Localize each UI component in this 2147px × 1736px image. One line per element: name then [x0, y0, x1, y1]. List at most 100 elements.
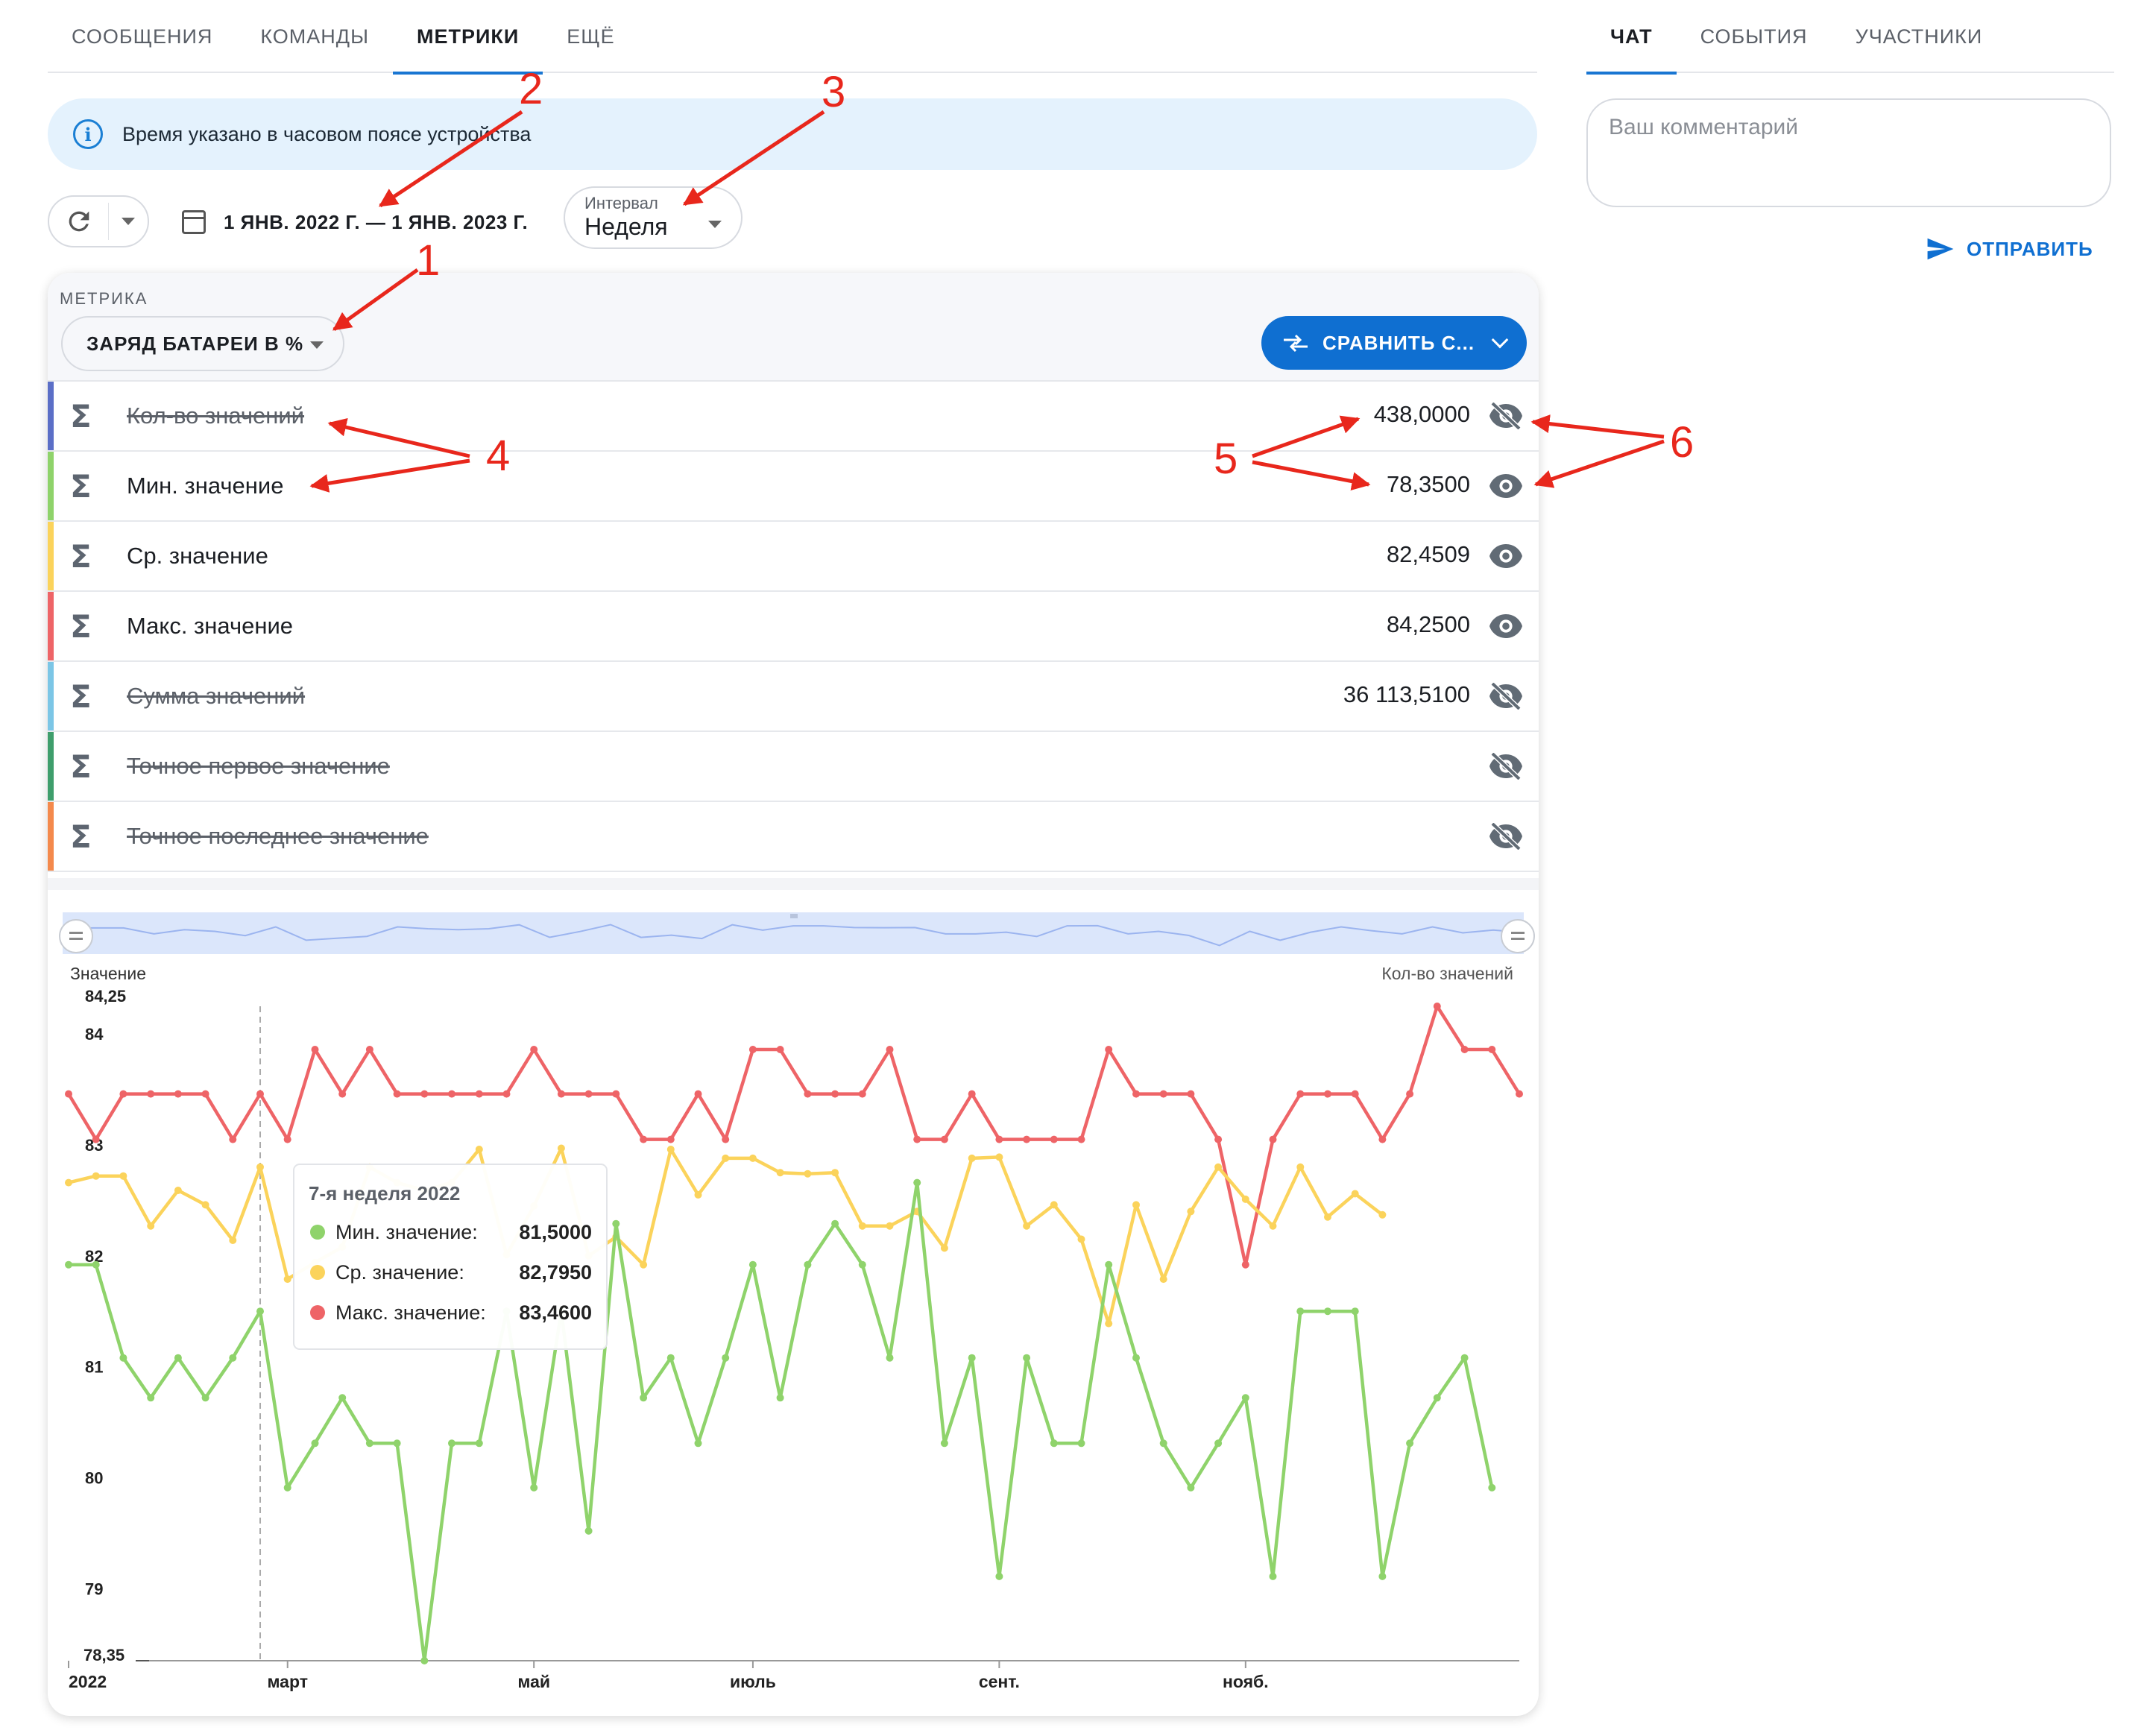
- data-point: [1050, 1439, 1058, 1448]
- data-point: [940, 1244, 948, 1252]
- data-point: [1241, 1195, 1249, 1203]
- data-point: [530, 1046, 538, 1053]
- data-point: [475, 1090, 483, 1098]
- tab-participants[interactable]: УЧАСТНИКИ: [1855, 25, 1983, 48]
- data-point: [475, 1146, 483, 1153]
- eye-off-icon[interactable]: [1488, 681, 1524, 711]
- tooltip-series-value: 81,5000: [519, 1221, 592, 1243]
- data-point: [65, 1178, 72, 1187]
- data-point: [1324, 1213, 1331, 1221]
- list-chart-divider: [48, 878, 1539, 890]
- send-icon: [1927, 238, 1954, 260]
- comment-input[interactable]: Ваш комментарий: [1586, 98, 2111, 207]
- data-point: [748, 1046, 757, 1053]
- tab-events[interactable]: СОБЫТИЯ: [1700, 25, 1808, 48]
- eye-icon[interactable]: [1488, 473, 1524, 501]
- eye-off-icon[interactable]: [1488, 751, 1524, 781]
- data-point: [119, 1172, 127, 1180]
- info-icon: i: [73, 119, 103, 149]
- data-point: [1050, 1201, 1058, 1209]
- data-point: [1214, 1163, 1223, 1171]
- x-tick-label: сент.: [979, 1672, 1020, 1691]
- data-point: [420, 1090, 429, 1098]
- series-line: [68, 1146, 1384, 1325]
- refresh-options-button[interactable]: [109, 218, 148, 225]
- navigator-grip: [790, 914, 798, 918]
- data-point: [831, 1219, 839, 1228]
- eye-icon[interactable]: [1488, 613, 1524, 641]
- data-point: [913, 1178, 921, 1187]
- data-point: [1378, 1572, 1387, 1580]
- calendar-icon: [182, 210, 206, 234]
- data-point: [776, 1169, 784, 1177]
- data-point: [1241, 1394, 1249, 1402]
- send-button[interactable]: ОТПРАВИТЬ: [1926, 234, 2093, 264]
- data-point: [748, 1154, 757, 1162]
- send-label: ОТПРАВИТЬ: [1967, 237, 2093, 260]
- data-point: [147, 1394, 155, 1402]
- x-tick-label: март: [267, 1672, 308, 1691]
- series-line: [67, 1004, 1521, 1266]
- annotation-label-2: 2: [519, 65, 543, 113]
- data-point: [694, 1439, 702, 1448]
- metric-select-value: ЗАРЯД БАТАРЕИ В %: [86, 332, 304, 355]
- data-point: [1159, 1439, 1167, 1448]
- tab-more[interactable]: ЕЩЁ: [567, 25, 615, 48]
- data-point: [174, 1354, 182, 1362]
- data-point: [1132, 1090, 1140, 1098]
- series-color-bar: [48, 452, 54, 520]
- annotation-label-5: 5: [1214, 435, 1238, 483]
- data-point: [1077, 1235, 1085, 1243]
- metric-select[interactable]: ЗАРЯД БАТАРЕИ В %: [61, 316, 344, 371]
- annotation-arrow-6b: [1533, 439, 1665, 488]
- interval-label: Интервал: [584, 194, 658, 212]
- compare-button[interactable]: СРАВНИТЬ С...: [1261, 316, 1527, 370]
- data-point: [1296, 1307, 1305, 1316]
- interval-select[interactable]: Интервал Неделя: [564, 186, 743, 249]
- refresh-separator: [108, 203, 110, 240]
- data-point: [886, 1222, 894, 1230]
- refresh-button[interactable]: [49, 197, 108, 246]
- aggregation-name: Ср. значение: [127, 543, 268, 569]
- tooltip-title: 7-я неделя 2022: [309, 1182, 460, 1205]
- tooltip-series-label: Мин. значение:: [335, 1221, 478, 1243]
- eye-off-icon[interactable]: [1488, 401, 1524, 431]
- data-point: [1378, 1211, 1387, 1219]
- aggregation-name: Сумма значений: [127, 683, 306, 709]
- data-point: [283, 1483, 291, 1492]
- tab-metrics[interactable]: МЕТРИКИ: [392, 0, 543, 75]
- metrics-card-header: МЕТРИКА ЗАРЯД БАТАРЕИ В % СРАВНИТЬ С...: [48, 273, 1539, 382]
- tooltip-series-value: 83,4600: [519, 1301, 592, 1324]
- data-point: [1269, 1135, 1277, 1143]
- data-point: [858, 1090, 866, 1098]
- data-point: [1296, 1090, 1305, 1098]
- data-point: [201, 1090, 209, 1098]
- x-tick-label: 2022: [69, 1672, 107, 1691]
- tab-messages[interactable]: СООБЩЕНИЯ: [72, 25, 213, 48]
- date-range-picker[interactable]: 1 ЯНВ. 2022 Г. — 1 ЯНВ. 2023 Г.: [182, 204, 528, 240]
- data-point: [502, 1090, 511, 1098]
- eye-icon[interactable]: [1488, 543, 1524, 571]
- eye-off-icon[interactable]: [1488, 821, 1524, 851]
- data-point: [1159, 1090, 1167, 1098]
- y-axis-label: Значение: [70, 964, 146, 983]
- data-point: [776, 1046, 784, 1053]
- data-point: [858, 1222, 866, 1230]
- compare-button-label: СРАВНИТЬ С...: [1322, 331, 1475, 354]
- data-point: [1187, 1483, 1195, 1492]
- aggregation-name: Макс. значение: [127, 613, 294, 639]
- data-point: [92, 1135, 100, 1143]
- data-point: [1296, 1163, 1305, 1171]
- data-point: [530, 1483, 538, 1492]
- timezone-info-text: Время указано в часовом поясе устройства: [122, 122, 532, 145]
- tab-commands[interactable]: КОМАНДЫ: [260, 25, 369, 48]
- tab-chat[interactable]: ЧАТ: [1586, 0, 1677, 75]
- data-point: [1516, 1090, 1523, 1098]
- data-point: [1050, 1135, 1058, 1143]
- data-point: [858, 1260, 866, 1269]
- y-tick-label: 84,25: [85, 987, 126, 1006]
- aggregation-row: Σ Точное последнее значение: [48, 802, 1539, 872]
- data-point: [256, 1090, 264, 1098]
- data-point: [995, 1572, 1003, 1580]
- data-point: [393, 1090, 401, 1098]
